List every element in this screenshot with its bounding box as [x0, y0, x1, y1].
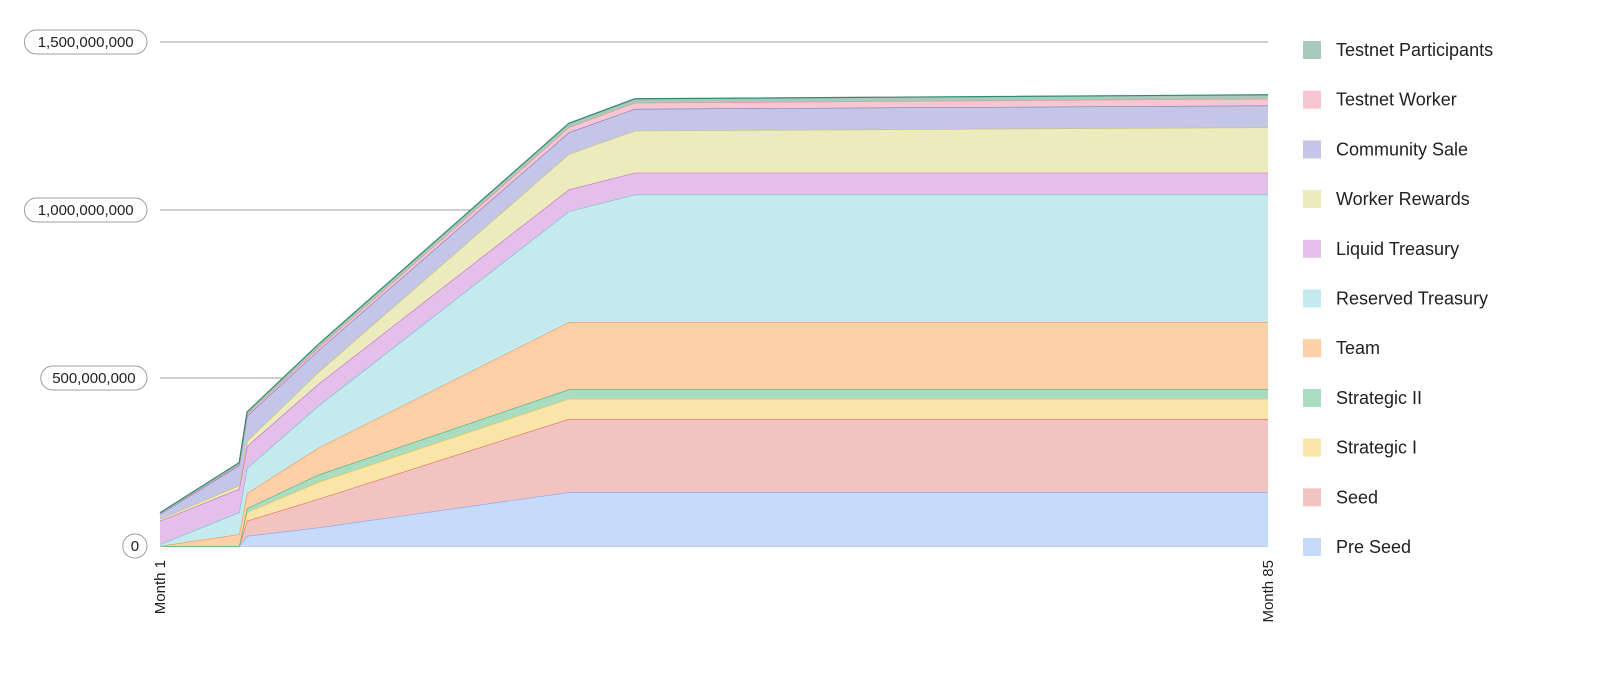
legend-item-liquid-treasury: Liquid Treasury: [1303, 239, 1459, 259]
y-tick: 1,000,000,000: [23, 197, 148, 223]
legend-item-testnet-participants: Testnet Participants: [1303, 40, 1493, 60]
area-worker-rewards: [160, 127, 1268, 521]
legend-label: Testnet Participants: [1336, 40, 1493, 60]
legend-swatch: [1303, 289, 1321, 308]
area-layer: [159, 94, 1269, 547]
legend-item-reserved-treasury: Reserved Treasury: [1303, 289, 1488, 309]
legend-swatch: [1303, 190, 1321, 209]
legend-swatch: [1303, 488, 1321, 507]
legend-label: Strategic II: [1336, 388, 1422, 408]
legend-swatch: [1303, 239, 1321, 258]
y-tick-pill: [122, 533, 148, 559]
legend-label: Worker Rewards: [1336, 189, 1470, 209]
legend-item-pre-seed: Pre Seed: [1303, 537, 1411, 557]
legend-swatch: [1303, 90, 1321, 109]
x-tick-label: Month 1: [152, 560, 169, 614]
x-tick-label: Month 85: [1260, 560, 1277, 623]
legend-swatch: [1303, 339, 1321, 358]
legend-swatch: [1303, 438, 1321, 457]
y-tick-label: 500,000,000: [52, 370, 135, 387]
legend-label: Seed: [1336, 487, 1378, 507]
legend-item-team: Team: [1303, 338, 1380, 358]
area-community-sale: [160, 105, 1268, 520]
legend-item-seed: Seed: [1303, 487, 1378, 507]
legend-swatch: [1303, 41, 1321, 59]
legend-item-testnet-worker: Testnet Worker: [1303, 90, 1457, 110]
area-team: [160, 322, 1268, 546]
legend-swatch: [1303, 538, 1321, 556]
legend-label: Pre Seed: [1336, 537, 1411, 557]
y-tick: 1,500,000,000: [23, 29, 148, 55]
legend-label: Liquid Treasury: [1336, 239, 1459, 259]
y-tick-label: 0: [131, 538, 139, 555]
legend-item-strategic-i: Strategic I: [1303, 438, 1417, 458]
legend-label: Community Sale: [1336, 139, 1468, 159]
legend-label: Strategic I: [1336, 438, 1417, 458]
y-tick-label: 1,000,000,000: [38, 202, 134, 219]
y-tick-pill: [40, 365, 148, 391]
area-strategic-i: [160, 398, 1268, 546]
legend: Testnet Participants Testnet Worker Commun…: [1303, 40, 1493, 557]
area-seed: [160, 418, 1268, 546]
y-tick-label: 1,500,000,000: [38, 34, 134, 51]
y-tick: 0: [122, 533, 148, 559]
y-tick: 500,000,000: [40, 365, 148, 391]
legend-swatch: [1303, 140, 1321, 159]
area-pre-seed: [160, 492, 1268, 546]
y-tick-pill: [23, 197, 148, 223]
y-tick-pill: [23, 29, 148, 55]
legend-item-community-sale: Community Sale: [1303, 139, 1468, 159]
legend-label: Team: [1336, 338, 1380, 358]
line-testnet-participants: [159, 94, 1269, 514]
area-reserved-treasury: [160, 194, 1268, 546]
legend-item-worker-rewards: Worker Rewards: [1303, 189, 1470, 209]
x-axis: Month 1 Month 85: [152, 560, 1277, 623]
y-axis: 0 500,000,000 1,000,000,000 1,500,000,000: [23, 29, 148, 559]
legend-swatch: [1303, 388, 1321, 407]
legend-label: Testnet Worker: [1336, 90, 1457, 110]
legend-item-strategic-ii: Strategic II: [1303, 388, 1422, 408]
legend-label: Reserved Treasury: [1336, 289, 1488, 309]
